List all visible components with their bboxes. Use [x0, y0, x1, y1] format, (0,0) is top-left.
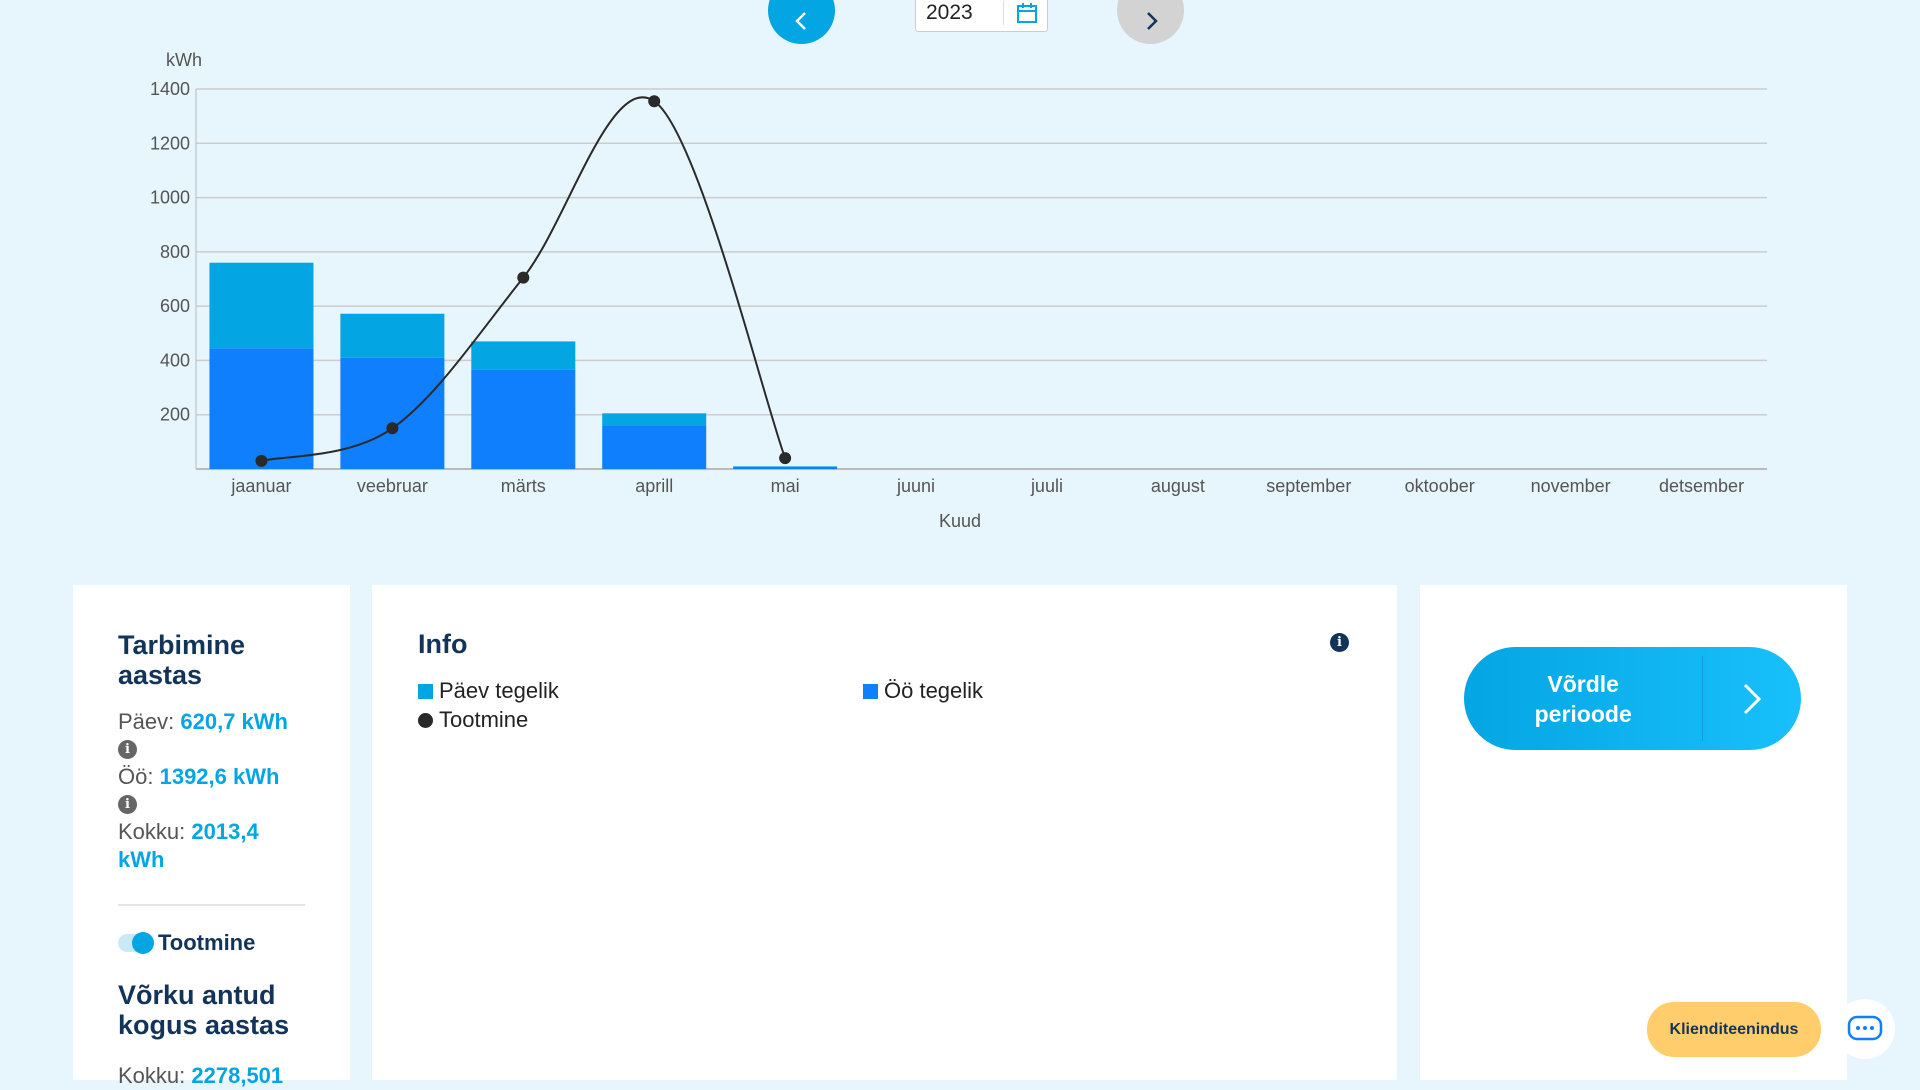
production-line [261, 96, 787, 462]
compare-periods-button[interactable]: Võrdle perioode [1464, 647, 1801, 750]
divider [118, 904, 305, 906]
bar-Öö tegelik[interactable] [471, 369, 576, 469]
x-tick-label: veebruar [357, 476, 428, 496]
night-value: 1392,6 kWh [159, 764, 280, 789]
x-tick-label: november [1531, 476, 1611, 496]
info-icon[interactable]: i [1330, 633, 1349, 652]
day-label: Päev: [118, 709, 175, 734]
x-axis-label: Kuud [939, 511, 981, 531]
chevron-right-icon [1744, 683, 1762, 714]
calendar-icon[interactable] [1014, 1, 1040, 25]
bar-Päev tegelik[interactable] [602, 413, 707, 426]
day-info-icon[interactable]: i [118, 740, 137, 759]
night-info-icon[interactable]: i [118, 795, 137, 814]
night-label: Öö: [118, 764, 154, 789]
year-input[interactable]: 2023 [916, 1, 1004, 25]
y-tick-label: 1000 [150, 188, 190, 208]
x-tick-label: märts [501, 476, 546, 496]
production-point[interactable] [255, 454, 268, 467]
x-tick-label: september [1266, 476, 1351, 496]
chevron-left-icon [794, 11, 806, 30]
bar-Päev tegelik[interactable] [209, 262, 314, 349]
consumption-chart: kWh Kuud 200 400 600 800 1000 1200 1400 jaanuar… [150, 50, 1767, 531]
y-axis-label: kWh [166, 50, 202, 70]
chat-button[interactable] [1835, 999, 1895, 1059]
total-value: 2013,4 kWh [118, 819, 259, 872]
bar-Päev tegelik[interactable] [471, 341, 576, 370]
y-tick-label: 1200 [150, 133, 190, 153]
bar-Päev tegelik[interactable] [733, 466, 838, 467]
grid-total-label: Kokku: [118, 1063, 186, 1088]
x-tick-label: detsember [1659, 476, 1744, 496]
bar-Öö tegelik[interactable] [340, 357, 445, 469]
legend-production: Tootmine [418, 707, 528, 733]
y-tick-label: 800 [160, 242, 190, 262]
chat-icon [1847, 1015, 1883, 1041]
grid-title: Võrku antud kogus aastas [118, 980, 290, 1040]
x-tick-label: mai [771, 476, 800, 496]
chevron-right-icon [1146, 11, 1158, 30]
compare-label: Võrdle perioode [1534, 670, 1632, 727]
y-tick-label: 200 [160, 405, 190, 425]
bar-Öö tegelik[interactable] [209, 348, 314, 469]
bar-Öö tegelik[interactable] [602, 425, 707, 469]
y-tick-label: 600 [160, 296, 190, 316]
grid-total-value: 2278,501 [191, 1063, 284, 1088]
x-tick-label: juuni [896, 476, 935, 496]
x-tick-label: jaanuar [230, 476, 291, 496]
y-tick-label: 400 [160, 350, 190, 370]
customer-service-button[interactable]: Klienditeenindus [1647, 1002, 1821, 1057]
production-point[interactable] [517, 271, 530, 284]
bar-Öö tegelik[interactable] [733, 466, 838, 469]
production-point[interactable] [779, 452, 792, 465]
tootmine-toggle[interactable]: Tootmine [118, 930, 305, 956]
summary-title: Tarbimine aastas [118, 630, 246, 690]
day-value: 620,7 kWh [180, 709, 288, 734]
x-tick-label: aprill [635, 476, 673, 496]
legend-day: Päev tegelik [418, 678, 559, 704]
toggle-label: Tootmine [158, 930, 256, 955]
x-tick-label: august [1151, 476, 1205, 496]
x-tick-label: oktoober [1405, 476, 1475, 496]
compare-card: Võrdle perioode [1420, 585, 1847, 1080]
year-picker[interactable]: 2023 [915, 0, 1048, 32]
production-point[interactable] [648, 95, 661, 108]
bar-Päev tegelik[interactable] [340, 313, 445, 358]
x-tick-label: juuli [1030, 476, 1063, 496]
summary-card: Tarbimine aastas Päev: 620,7 kWh i Öö: 1… [73, 585, 350, 1088]
info-title: Info [418, 629, 468, 659]
production-point[interactable] [386, 422, 399, 435]
total-label: Kokku: [118, 819, 186, 844]
info-card: Info i Päev tegelik Öö tegelik Tootmine [372, 585, 1397, 1080]
legend-night: Öö tegelik [863, 678, 983, 704]
y-tick-label: 1400 [150, 79, 190, 99]
